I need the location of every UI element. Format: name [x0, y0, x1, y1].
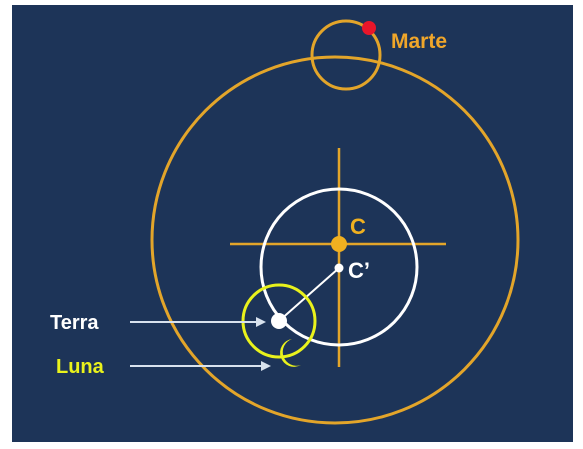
- center-point-c: [331, 236, 347, 252]
- deferent-orbit: [150, 55, 520, 425]
- earth-arrowhead: [256, 317, 266, 327]
- moon-label: Luna: [56, 356, 105, 378]
- orbit-diagram: Marte C C’ Terra Luna: [50, 19, 520, 425]
- center-prime-label: C’: [348, 258, 370, 283]
- center-label: C: [350, 214, 366, 239]
- earth-orbit: [259, 187, 419, 347]
- earth-label: Terra: [50, 312, 99, 334]
- mars-epicycle: [310, 19, 382, 91]
- diagram-canvas: Marte C C’ Terra Luna: [12, 5, 573, 442]
- mars-planet: [362, 21, 376, 35]
- center-point-c-prime: [334, 263, 344, 273]
- moon-arrowhead: [261, 361, 271, 371]
- mars-label: Marte: [391, 30, 447, 53]
- earth-planet: [271, 313, 287, 329]
- radius-line: [278, 267, 340, 322]
